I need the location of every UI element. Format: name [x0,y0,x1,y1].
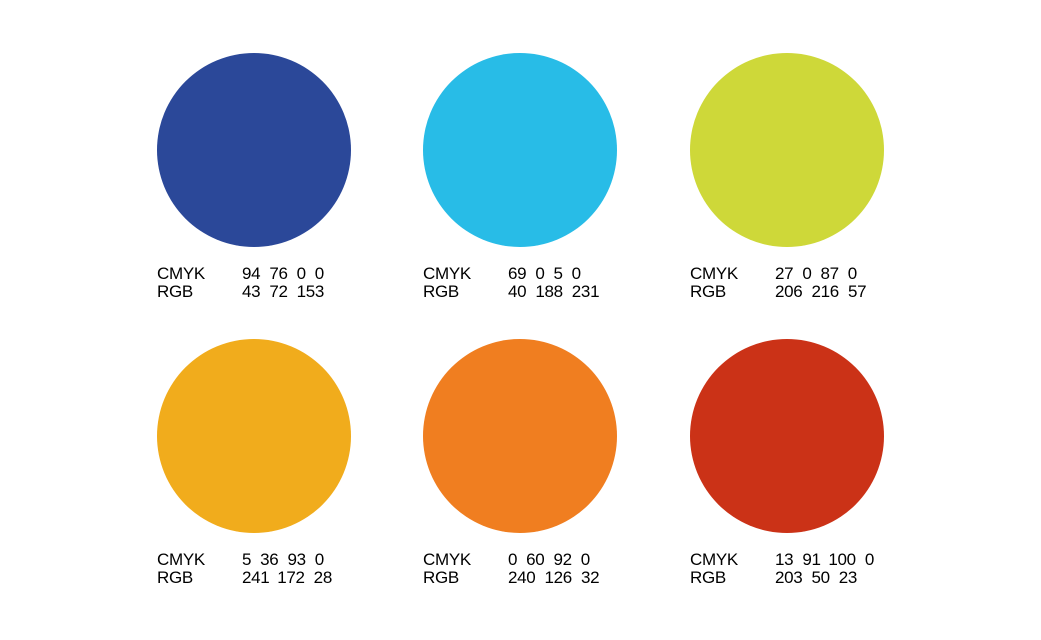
rgb-label: RGB [423,282,459,301]
cmyk-label: CMYK [423,264,472,283]
cmyk-value: 0 [315,264,324,283]
cmyk-value: 0 [848,264,857,283]
rgb-values: 206 216 57 [775,282,866,301]
rgb-values: 43 72 153 [242,282,324,301]
rgb-value: 240 [508,568,535,587]
rgb-label: RGB [690,282,726,301]
rgb-value: 203 [775,568,802,587]
cmyk-label: CMYK [690,264,739,283]
cmyk-label: CMYK [423,550,472,569]
color-circle [157,339,351,533]
cmyk-values: 69 0 5 0 [508,264,581,283]
rgb-value: 50 [811,568,829,587]
rgb-value: 28 [314,568,332,587]
rgb-value: 72 [269,282,287,301]
rgb-label: RGB [157,282,193,301]
cmyk-value: 0 [535,264,544,283]
rgb-value: 57 [848,282,866,301]
rgb-value: 241 [242,568,269,587]
cmyk-value: 5 [242,550,251,569]
cmyk-values: 27 0 87 0 [775,264,857,283]
cmyk-values: 94 76 0 0 [242,264,324,283]
rgb-value: 206 [775,282,802,301]
cmyk-value: 76 [269,264,287,283]
rgb-label: RGB [690,568,726,587]
cmyk-value: 5 [553,264,562,283]
color-circle [690,339,884,533]
cmyk-value: 60 [526,550,544,569]
rgb-label: RGB [423,568,459,587]
rgb-value: 23 [839,568,857,587]
cmyk-value: 0 [315,550,324,569]
color-circle [690,53,884,247]
cmyk-value: 87 [820,264,838,283]
color-circle [157,53,351,247]
rgb-value: 188 [535,282,562,301]
cmyk-values: 13 91 100 0 [775,550,874,569]
cmyk-label: CMYK [157,264,206,283]
cmyk-value: 0 [508,550,517,569]
cmyk-values: 5 36 93 0 [242,550,324,569]
cmyk-value: 91 [802,550,820,569]
rgb-value: 43 [242,282,260,301]
rgb-value: 172 [277,568,304,587]
cmyk-label: CMYK [690,550,739,569]
color-circle [423,339,617,533]
rgb-value: 231 [572,282,599,301]
rgb-value: 32 [581,568,599,587]
color-circle [423,53,617,247]
cmyk-value: 0 [581,550,590,569]
cmyk-value: 69 [508,264,526,283]
cmyk-value: 36 [260,550,278,569]
rgb-value: 126 [544,568,571,587]
cmyk-label: CMYK [157,550,206,569]
cmyk-value: 94 [242,264,260,283]
cmyk-value: 0 [865,550,874,569]
rgb-values: 40 188 231 [508,282,599,301]
cmyk-values: 0 60 92 0 [508,550,590,569]
rgb-values: 240 126 32 [508,568,599,587]
cmyk-value: 0 [802,264,811,283]
cmyk-value: 0 [572,264,581,283]
cmyk-value: 13 [775,550,793,569]
cmyk-value: 93 [287,550,305,569]
cmyk-value: 0 [297,264,306,283]
rgb-values: 241 172 28 [242,568,332,587]
cmyk-value: 27 [775,264,793,283]
rgb-values: 203 50 23 [775,568,857,587]
cmyk-value: 100 [828,550,855,569]
rgb-value: 216 [811,282,838,301]
rgb-value: 40 [508,282,526,301]
rgb-label: RGB [157,568,193,587]
rgb-value: 153 [297,282,324,301]
cmyk-value: 92 [553,550,571,569]
